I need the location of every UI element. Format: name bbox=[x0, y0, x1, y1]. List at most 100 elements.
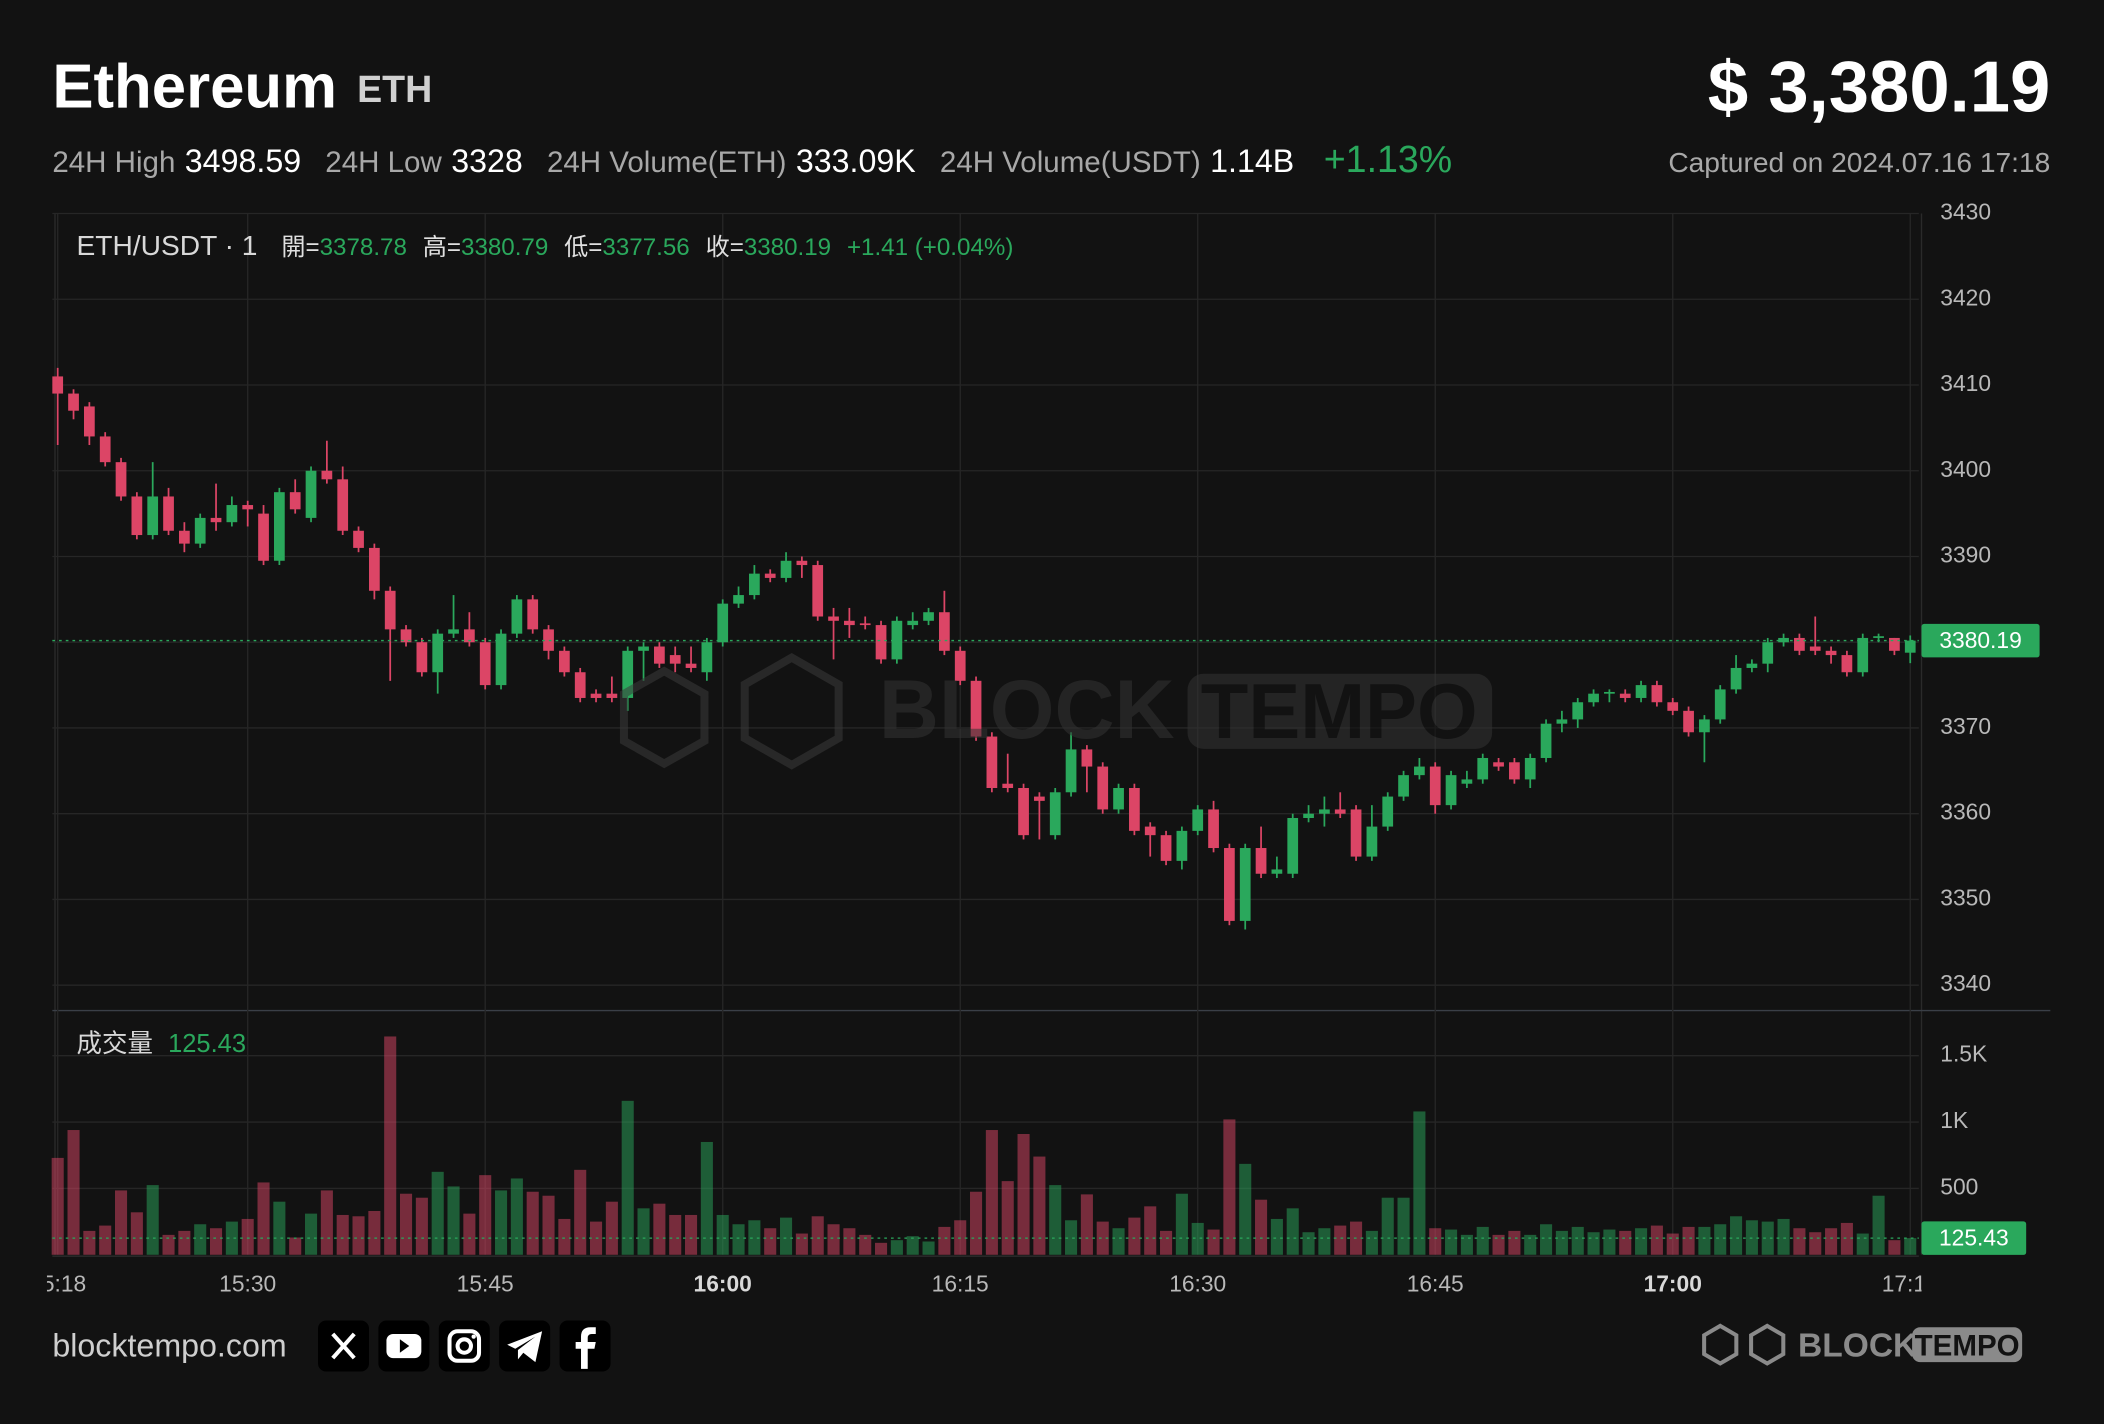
y-tick-label: 3360 bbox=[1940, 799, 1991, 825]
candle-body bbox=[321, 470, 333, 480]
watermark-badge bbox=[1187, 673, 1493, 749]
candle-body bbox=[986, 736, 998, 788]
volume-bar bbox=[178, 1230, 191, 1255]
volume-bar bbox=[384, 1036, 397, 1255]
volume-bar bbox=[479, 1175, 492, 1255]
x-icon[interactable] bbox=[318, 1320, 370, 1372]
stat-value: 3498.59 bbox=[185, 143, 301, 179]
volume-bar bbox=[1049, 1185, 1062, 1255]
captured-time: Captured on 2024.07.16 17:18 bbox=[1668, 146, 2050, 178]
candle-body bbox=[495, 633, 507, 686]
instagram-icon[interactable] bbox=[438, 1320, 490, 1372]
volume-bar bbox=[1270, 1218, 1283, 1255]
volume-legend: 成交量 125.43 bbox=[76, 1030, 246, 1058]
legend-label: 低= bbox=[564, 234, 602, 261]
volume-bar bbox=[130, 1212, 143, 1255]
x-tick-label: 16:30 bbox=[1169, 1271, 1226, 1297]
volume-bar bbox=[1840, 1222, 1853, 1255]
x-tick-label: 15:45 bbox=[457, 1271, 514, 1297]
candle-body bbox=[1619, 693, 1631, 698]
x-tick-label: 16:00 bbox=[694, 1271, 752, 1297]
volume-bar bbox=[495, 1190, 508, 1255]
watermark-text: BLOCK bbox=[879, 663, 1175, 756]
candle-body bbox=[400, 629, 412, 643]
last-volume-tag bbox=[1921, 1221, 2027, 1255]
candle-body bbox=[1730, 667, 1742, 690]
volume-bar bbox=[653, 1203, 666, 1255]
candle-body bbox=[448, 629, 459, 634]
candle-body bbox=[131, 496, 143, 536]
candle-body bbox=[1366, 826, 1378, 857]
candle-body bbox=[844, 620, 855, 626]
candle-body bbox=[464, 629, 475, 643]
watermark-text: TEMPO bbox=[1201, 669, 1478, 755]
candle-body bbox=[1034, 796, 1045, 801]
x-tick-label: 17:15 bbox=[1882, 1271, 1939, 1297]
current-price: $ 3,380.19 bbox=[1708, 47, 2050, 128]
candle-body bbox=[1524, 757, 1536, 780]
candle-body bbox=[559, 650, 570, 673]
candle-body bbox=[1667, 702, 1679, 711]
candle-body bbox=[432, 633, 444, 673]
candle-body bbox=[1382, 796, 1394, 827]
volume-bar bbox=[1508, 1230, 1521, 1255]
candle-body bbox=[574, 672, 586, 698]
last-price-label: 3380.19 bbox=[1939, 627, 2021, 653]
y-tick-label: 3400 bbox=[1940, 456, 1991, 482]
watermark-icon bbox=[619, 653, 843, 770]
candle-body bbox=[1129, 787, 1140, 831]
candle-body bbox=[764, 573, 776, 578]
coin-name: Ethereum bbox=[52, 53, 337, 122]
candle-body bbox=[68, 393, 79, 411]
volume-bar bbox=[67, 1130, 80, 1255]
candle-body bbox=[1350, 809, 1362, 857]
volume-bar bbox=[985, 1130, 998, 1255]
volume-bar bbox=[162, 1234, 175, 1255]
volume-bar bbox=[194, 1224, 207, 1255]
volume-bar bbox=[1904, 1238, 1917, 1255]
volume-bar bbox=[1381, 1197, 1394, 1255]
candle-body bbox=[179, 530, 190, 544]
facebook-icon[interactable] bbox=[559, 1320, 611, 1372]
volume-bar bbox=[1650, 1225, 1663, 1255]
volume-bar bbox=[605, 1201, 618, 1255]
youtube-icon[interactable] bbox=[378, 1320, 430, 1372]
volume-bar bbox=[669, 1214, 682, 1255]
candle-body bbox=[1635, 685, 1647, 698]
candle-body bbox=[83, 406, 95, 437]
candle-body bbox=[812, 565, 824, 617]
volume-bar bbox=[289, 1237, 302, 1255]
volume-bar bbox=[1793, 1228, 1806, 1255]
stat-value: 3328 bbox=[451, 143, 523, 179]
volume-bar bbox=[352, 1216, 365, 1255]
candle-body bbox=[163, 496, 174, 531]
volume-bar bbox=[843, 1228, 856, 1255]
volume-bar bbox=[1207, 1229, 1220, 1255]
volume-bar bbox=[273, 1201, 286, 1255]
volume-bar bbox=[99, 1225, 112, 1255]
volume-bar bbox=[83, 1230, 96, 1255]
volume-bar bbox=[637, 1208, 650, 1255]
candle-body bbox=[1319, 809, 1330, 814]
candle-body bbox=[1809, 646, 1821, 651]
candle-body bbox=[1493, 762, 1504, 767]
volume-bar bbox=[732, 1224, 745, 1255]
volume-bar bbox=[1001, 1181, 1014, 1255]
candle-body bbox=[384, 590, 396, 630]
candle-body bbox=[1049, 792, 1061, 836]
volume-bar bbox=[1080, 1194, 1093, 1255]
candle-body bbox=[606, 693, 618, 698]
candle-body bbox=[923, 612, 934, 621]
candle-body bbox=[891, 620, 903, 660]
volume-bar bbox=[368, 1210, 381, 1255]
stat-label: 24H Volume(USDT) bbox=[940, 146, 1201, 179]
volume-bar bbox=[780, 1217, 793, 1255]
volume-bar bbox=[1445, 1229, 1458, 1255]
volume-bar bbox=[906, 1236, 919, 1255]
volume-bar bbox=[1033, 1156, 1046, 1255]
candle-body bbox=[1746, 663, 1758, 668]
volume-bar bbox=[574, 1169, 587, 1255]
telegram-icon[interactable] bbox=[499, 1320, 551, 1372]
volume-bar bbox=[415, 1197, 428, 1255]
candle-body bbox=[1794, 637, 1805, 651]
